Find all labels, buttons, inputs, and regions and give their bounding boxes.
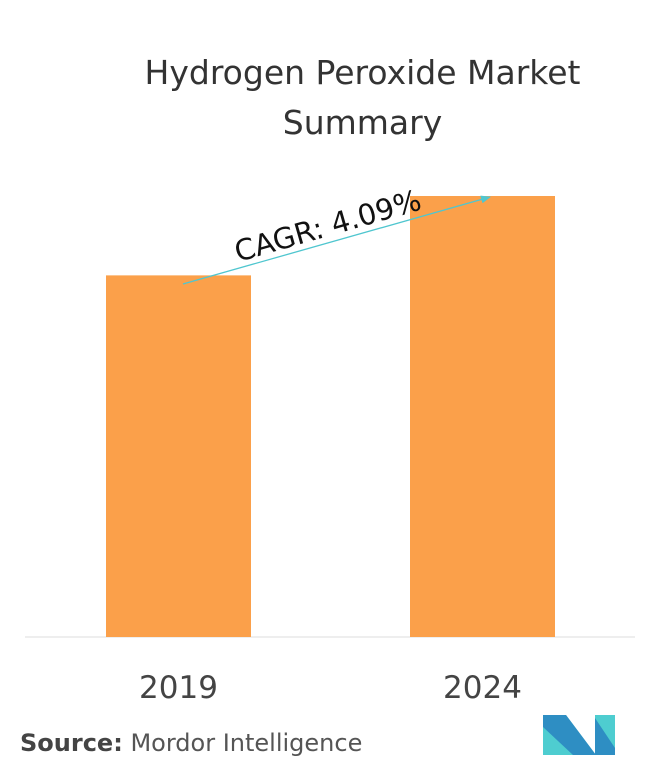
bar-2024 (410, 196, 555, 637)
cagr-label: CAGR: 4.09% (231, 183, 425, 269)
source-value: Mordor Intelligence (130, 729, 363, 757)
source-label: Source: (20, 729, 123, 757)
cagr-arrow (182, 195, 491, 285)
source-note: Source: Mordor Intelligence (20, 729, 362, 757)
x-tick-label: 2024 (443, 670, 522, 706)
bar-2019 (106, 275, 251, 637)
chart-title: Hydrogen Peroxide Market Summary (144, 53, 581, 142)
x-tick-label: 2019 (139, 670, 218, 706)
